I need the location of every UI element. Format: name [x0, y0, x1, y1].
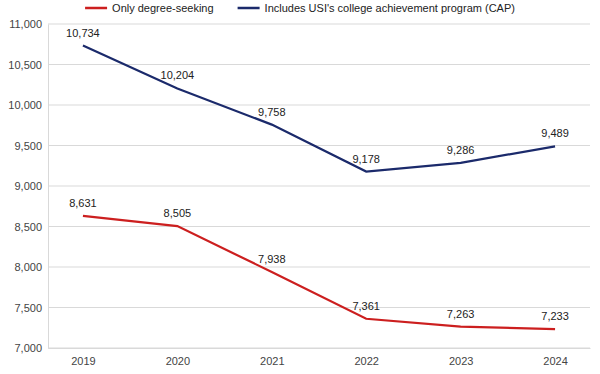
chart: 7,000 7,500 8,000 8,500 9,000 9,500 10,000 10,5… — [0, 0, 600, 374]
legend-label: Includes USI's college achievement progr… — [265, 2, 515, 14]
data-label: 7,361 — [352, 300, 380, 312]
tick-label: 2024 — [543, 355, 567, 367]
legend-item: Only degree-seeking — [85, 2, 214, 14]
tick-label: 7,500 — [14, 302, 42, 314]
data-label: 7,263 — [447, 308, 475, 320]
series-group — [83, 46, 555, 330]
data-label: 9,489 — [541, 127, 569, 139]
grid-line — [48, 348, 590, 349]
tick-label: 2021 — [260, 355, 284, 367]
tick-label: 2023 — [449, 355, 473, 367]
axis-line — [48, 25, 49, 349]
data-label: 10,734 — [66, 27, 100, 39]
tick-label: 10,000 — [8, 99, 42, 111]
data-label: 10,204 — [161, 69, 195, 81]
tick: 10,500 — [8, 59, 48, 71]
axis-line — [49, 348, 591, 349]
series-line — [83, 216, 555, 329]
tick: 7,500 — [14, 302, 48, 314]
legend-swatch — [238, 7, 260, 10]
tick: 2020 — [166, 348, 190, 367]
tick: 7,000 — [14, 342, 48, 354]
tick: 8,000 — [14, 261, 48, 273]
tick: 2022 — [354, 348, 378, 367]
data-labels: 8,631 8,505 7,938 7,361 7,263 7,233 10,734 10,2… — [66, 27, 569, 323]
grid-line — [48, 307, 590, 308]
tick: 9,000 — [14, 180, 48, 192]
tick-label: 2020 — [166, 355, 190, 367]
tick: 9,500 — [14, 140, 48, 152]
tick: 11,000 — [9, 18, 48, 30]
tick-label: 8,000 — [14, 261, 42, 273]
series-line — [83, 46, 555, 172]
tick-label: 9,000 — [14, 180, 42, 192]
tick-label: 9,500 — [14, 140, 42, 152]
y-axis: 7,000 7,500 8,000 8,500 9,000 9,500 10,000 10,5… — [8, 18, 48, 354]
grid-line — [48, 267, 590, 268]
legend-label: Only degree-seeking — [112, 2, 214, 14]
data-label: 9,286 — [447, 144, 475, 156]
grid — [48, 24, 590, 348]
tick-label: 8,500 — [14, 221, 42, 233]
legend-swatch — [85, 7, 107, 10]
grid-line — [48, 64, 590, 65]
tick-label: 2022 — [354, 355, 378, 367]
data-label: 7,233 — [541, 310, 569, 322]
tick: 8,500 — [14, 221, 48, 233]
legend: Only degree-seeking Includes USI's colleg… — [85, 2, 515, 14]
legend-item: Includes USI's college achievement progr… — [238, 2, 515, 14]
data-label: 7,938 — [258, 253, 286, 265]
tick-label: 11,000 — [9, 18, 42, 30]
tick-label: 2019 — [71, 355, 95, 367]
grid-line — [48, 105, 590, 106]
data-label: 9,178 — [352, 153, 380, 165]
data-label: 9,758 — [258, 106, 286, 118]
tick-label: 10,500 — [8, 59, 42, 71]
tick: 2019 — [71, 348, 95, 367]
data-label: 8,505 — [164, 207, 192, 219]
tick: 2021 — [260, 348, 284, 367]
tick-label: 7,000 — [14, 342, 42, 354]
grid-line — [48, 24, 590, 25]
tick: 2024 — [543, 348, 567, 367]
tick: 2023 — [449, 348, 473, 367]
x-axis: 2019 2020 2021 2022 2023 2024 — [49, 348, 591, 367]
tick: 10,000 — [8, 99, 48, 111]
grid-line — [48, 145, 590, 146]
plot: 7,000 7,500 8,000 8,500 9,000 9,500 10,000 10,5… — [8, 18, 590, 367]
data-label: 8,631 — [69, 197, 97, 209]
grid-line — [48, 186, 590, 187]
grid-line — [48, 226, 590, 227]
